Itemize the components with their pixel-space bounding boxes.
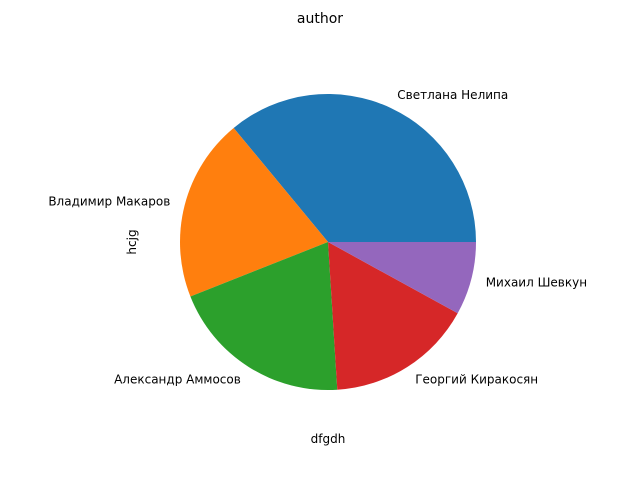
pie-slice-label: Михаил Шевкун <box>486 276 587 290</box>
pie-slice-label: Александр Аммосов <box>114 373 241 387</box>
pie-slice <box>328 242 476 314</box>
pie-slice-label: Светлана Нелипа <box>397 88 508 102</box>
pie-slice-label: Владимир Макаров <box>48 195 170 209</box>
y-axis-label: hcjg <box>125 229 139 254</box>
pie-slice-label: Георгий Киракосян <box>415 373 538 387</box>
pie-labels: Светлана Нелипа Владимир Макаров Александр… <box>48 88 587 387</box>
pie-slice <box>190 242 338 391</box>
pie-slice <box>328 242 458 390</box>
x-axis-label: dfgdh <box>311 432 346 446</box>
pie-slices <box>179 93 476 391</box>
pie-slice <box>179 127 328 297</box>
chart-title: author <box>297 11 343 27</box>
pie-slice <box>233 93 476 243</box>
